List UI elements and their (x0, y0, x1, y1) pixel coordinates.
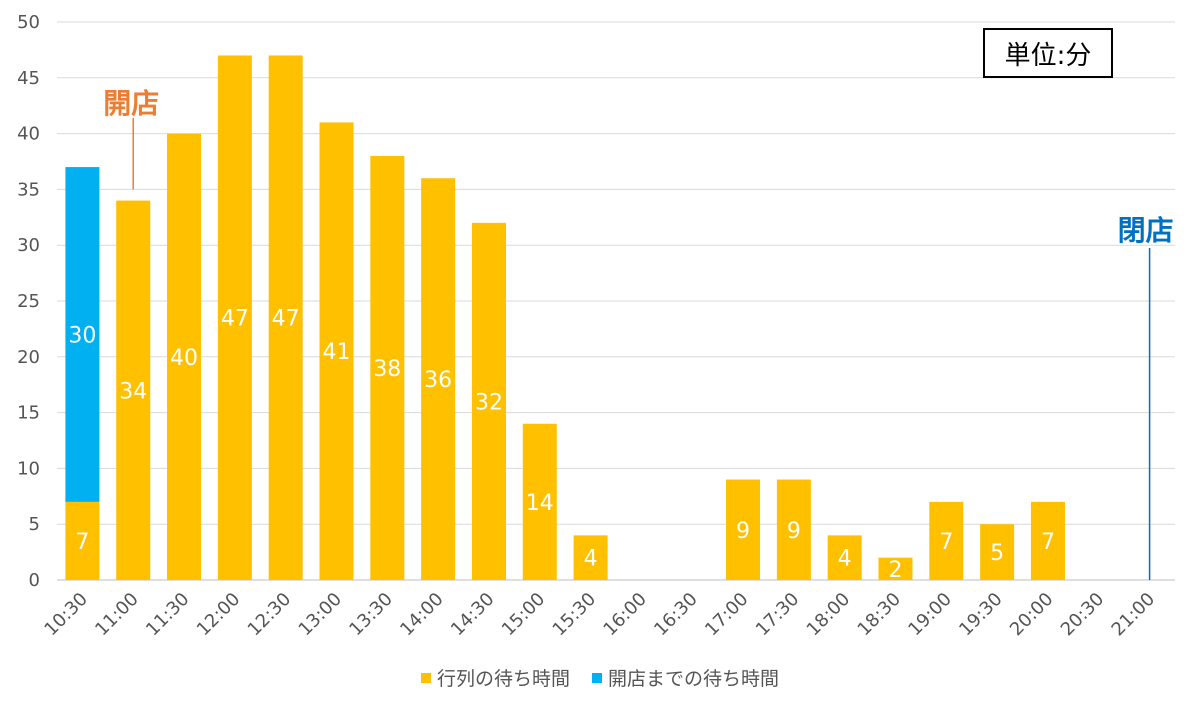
x-tick-label-14:00: 14:00 (396, 589, 448, 641)
x-tick-label-11:30: 11:30 (142, 589, 194, 641)
bar-0-20:00 (1030, 501, 1065, 580)
bar-0-18:30 (878, 557, 913, 580)
x-tick-label-18:00: 18:00 (803, 589, 855, 641)
x-tick-label-20:00: 20:00 (1006, 589, 1058, 641)
bar-0-15:30 (573, 535, 608, 580)
legend-item-queue: 行列の待ち時間 (420, 664, 570, 691)
x-tick-label-12:00: 12:00 (193, 589, 245, 641)
bar-0-17:00 (726, 479, 761, 580)
annotation-label-1: 閉店 (1118, 214, 1174, 247)
bar-0-17:30 (776, 479, 811, 580)
y-tick-label-40: 40 (17, 124, 40, 145)
y-tick-label-20: 20 (17, 347, 40, 368)
y-tick-label-50: 50 (17, 12, 40, 33)
data-label-0-14:30: 32 (475, 390, 503, 415)
annotation-label-0: 開店 (103, 87, 159, 120)
y-tick-label-10: 10 (17, 458, 40, 479)
bar-0-12:00 (217, 55, 252, 581)
x-tick-label-17:30: 17:30 (752, 589, 804, 641)
legend-swatch-queue (420, 672, 431, 683)
x-tick-label-19:30: 19:30 (955, 589, 1007, 641)
bar-0-10:30 (65, 501, 100, 580)
x-tick-label-13:30: 13:30 (345, 589, 397, 641)
x-tick-label-18:30: 18:30 (854, 589, 906, 641)
bar-0-14:00 (421, 178, 456, 581)
legend-label-queue: 行列の待ち時間 (436, 668, 570, 690)
bar-0-19:00 (929, 501, 964, 580)
bar-0-14:30 (471, 222, 506, 580)
bar-0-19:30 (980, 524, 1015, 580)
y-tick-label-35: 35 (17, 179, 40, 200)
data-label-0-15:30: 4 (584, 547, 598, 572)
legend-item-preopen: 開店までの待ち時間 (592, 664, 779, 691)
data-label-0-20:00: 7 (1041, 530, 1055, 555)
data-label-0-18:00: 4 (838, 547, 852, 572)
unit-label: 単位:分 (983, 28, 1113, 78)
data-label-0-12:00: 47 (221, 307, 249, 332)
x-tick-label-19:00: 19:00 (904, 589, 956, 641)
data-label-0-19:00: 7 (939, 530, 953, 555)
x-tick-label-10:30: 10:30 (40, 589, 92, 641)
x-tick-label-16:00: 16:00 (599, 589, 651, 641)
x-tick-label-14:30: 14:30 (447, 589, 499, 641)
x-tick-label-13:00: 13:00 (295, 589, 347, 641)
x-tick-label-15:30: 15:30 (549, 589, 601, 641)
bar-0-11:30 (167, 133, 202, 580)
x-tick-label-17:00: 17:00 (701, 589, 753, 641)
x-tick-label-20:30: 20:30 (1057, 589, 1109, 641)
bar-0-15:00 (522, 423, 557, 580)
data-label-0-13:30: 38 (373, 357, 401, 382)
bar-0-11:00 (116, 200, 151, 580)
data-label-0-12:30: 47 (272, 307, 300, 332)
bar-1-10:30 (65, 167, 100, 502)
x-tick-label-16:30: 16:30 (650, 589, 702, 641)
bar-0-13:00 (319, 122, 354, 580)
y-tick-label-5: 5 (29, 514, 40, 535)
x-tick-label-12:30: 12:30 (244, 589, 296, 641)
data-label-0-18:30: 2 (889, 558, 903, 583)
y-tick-label-15: 15 (17, 403, 40, 424)
y-tick-label-25: 25 (17, 291, 40, 312)
legend-label-preopen: 開店までの待ち時間 (608, 668, 780, 690)
bar-0-18:00 (827, 535, 862, 580)
x-tick-label-11:00: 11:00 (91, 589, 143, 641)
data-label-0-10:30: 7 (75, 530, 89, 555)
x-tick-label-21:00: 21:00 (1108, 589, 1160, 641)
bar-0-12:30 (268, 55, 303, 581)
data-label-0-15:00: 14 (526, 491, 554, 516)
data-label-0-11:00: 34 (119, 379, 147, 404)
bar-0-13:30 (370, 155, 405, 581)
legend: 行列の待ち時間 開店までの待ち時間 (0, 664, 1200, 691)
y-tick-label-45: 45 (17, 68, 40, 89)
y-tick-label-30: 30 (17, 235, 40, 256)
x-tick-label-15:00: 15:00 (498, 589, 550, 641)
data-label-0-19:30: 5 (990, 541, 1004, 566)
data-label-0-13:00: 41 (323, 340, 351, 365)
legend-swatch-preopen (592, 672, 602, 683)
data-label-0-14:00: 36 (424, 368, 452, 393)
data-label-0-17:00: 9 (736, 519, 750, 544)
y-tick-label-0: 0 (29, 570, 40, 591)
data-label-1-10:30: 30 (68, 323, 96, 348)
data-label-0-17:30: 9 (787, 519, 801, 544)
data-label-0-11:30: 40 (170, 346, 198, 371)
